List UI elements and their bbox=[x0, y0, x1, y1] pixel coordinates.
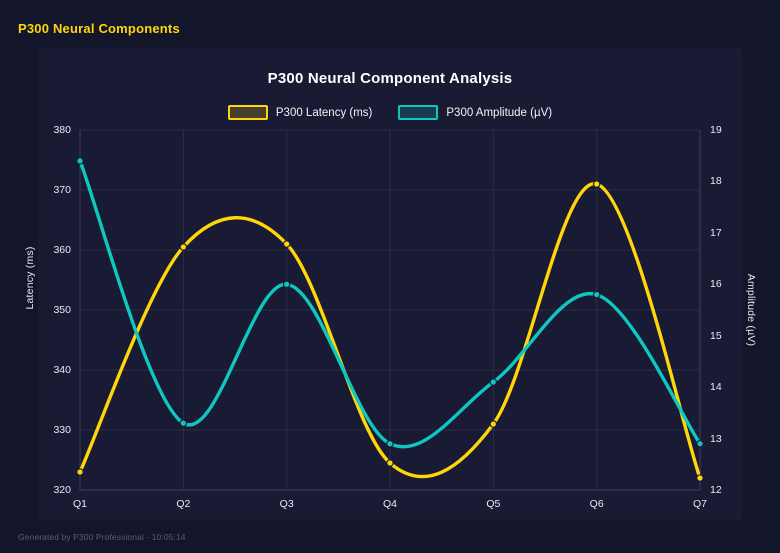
x-tick-q7: Q7 bbox=[692, 498, 708, 510]
legend-item-latency[interactable]: P300 Latency (ms) bbox=[227, 105, 373, 120]
x-tick-q4: Q4 bbox=[382, 498, 398, 510]
x-tick-q1: Q1 bbox=[72, 498, 88, 510]
y-tick-right: 13 bbox=[710, 432, 722, 445]
page-title: P300 Neural Components bbox=[18, 21, 180, 36]
y-tick-left: 370 bbox=[53, 184, 71, 196]
y-tick-left: 320 bbox=[53, 484, 71, 496]
y-tick-left: 340 bbox=[53, 364, 71, 376]
footer-status-text: Generated by P300 Professional - 10:05:1… bbox=[18, 532, 186, 542]
y-tick-right: 14 bbox=[710, 381, 722, 394]
y-tick-left: 330 bbox=[53, 424, 71, 436]
chart-panel: P300 Neural Component Analysis P300 Late… bbox=[38, 48, 742, 520]
chart-legend: P300 Latency (ms) P300 Amplitude (µV) bbox=[38, 105, 742, 120]
y-tick-left: 360 bbox=[53, 244, 71, 256]
legend-label-latency: P300 Latency (ms) bbox=[275, 106, 373, 119]
x-tick-q2: Q2 bbox=[176, 498, 191, 510]
y-tick-right: 19 bbox=[710, 124, 722, 136]
y-tick-left: 380 bbox=[53, 124, 71, 136]
y-tick-right: 18 bbox=[710, 175, 722, 188]
y-tick-right: 16 bbox=[710, 278, 722, 291]
legend-swatch-amplitude bbox=[398, 105, 439, 120]
y-axis-left-label: Latency (ms) bbox=[24, 246, 36, 310]
legend-swatch-latency bbox=[227, 105, 268, 120]
y-tick-right: 12 bbox=[710, 484, 722, 496]
y-tick-left: 350 bbox=[53, 304, 71, 316]
x-tick-q6: Q6 bbox=[589, 498, 604, 510]
legend-item-amplitude[interactable]: P300 Amplitude (µV) bbox=[398, 105, 552, 120]
x-tick-q5: Q5 bbox=[486, 498, 501, 510]
y-axis-right-label: Amplitude (µV) bbox=[745, 273, 757, 347]
chart-title: P300 Neural Component Analysis bbox=[267, 70, 513, 87]
y-tick-right: 17 bbox=[710, 226, 722, 239]
legend-label-amplitude: P300 Amplitude (µV) bbox=[446, 106, 553, 119]
y-tick-right: 15 bbox=[710, 329, 722, 342]
x-tick-q3: Q3 bbox=[279, 498, 294, 510]
